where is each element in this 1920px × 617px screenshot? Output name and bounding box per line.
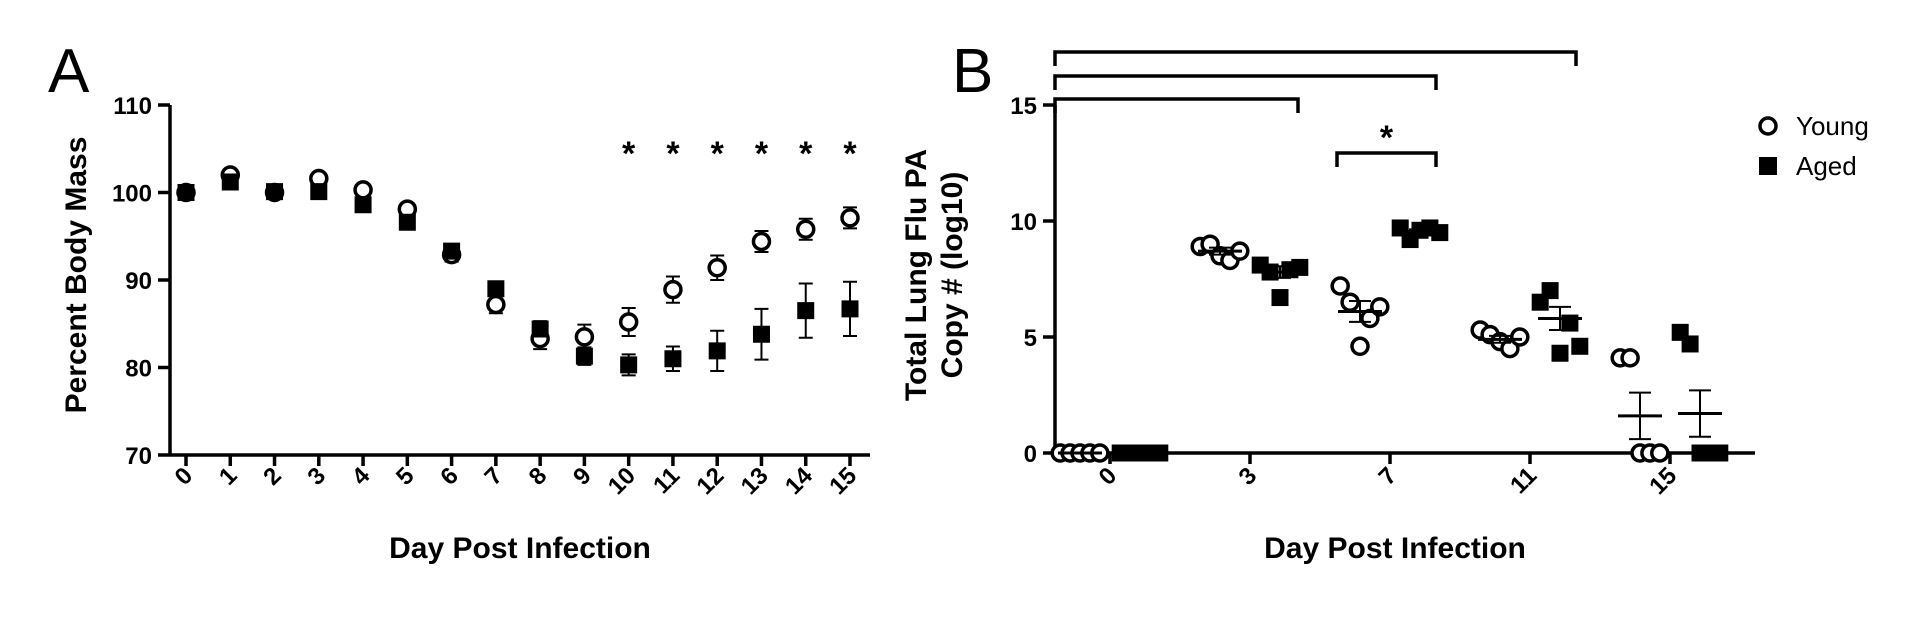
panel-a-aged-point xyxy=(752,325,770,343)
panel-a-aged-point xyxy=(708,342,726,360)
panel-a-x-tick-label: 11 xyxy=(648,462,685,499)
panel-a-aged-point xyxy=(531,320,549,338)
panel-a-y-axis-title: Percent Body Mass xyxy=(60,137,93,414)
panel-a-young-point xyxy=(751,231,772,252)
panel-b-x-tick-label: 0 xyxy=(1094,462,1123,491)
panel-b-aged-point xyxy=(1711,444,1729,462)
panel-a-aged-point xyxy=(797,302,815,320)
panel-a-x-tick-label: 6 xyxy=(435,462,464,491)
panel-b-aged-point xyxy=(1541,282,1559,300)
panel-a-aged-point xyxy=(575,347,593,365)
panel-b: B Day Post Infection Total Lung Flu PA C… xyxy=(900,37,1869,565)
panel-b-x-tick-label: 7 xyxy=(1374,462,1403,491)
panel-a-aged-point xyxy=(310,183,328,201)
panel-a-young-point xyxy=(663,279,683,300)
panel-a-significance-star: * xyxy=(622,135,636,173)
panel-b-label: B xyxy=(952,37,993,106)
panel-b-aged-point xyxy=(1681,335,1699,353)
panel-b-y-tick-label: 15 xyxy=(1010,93,1037,120)
panel-a-aged-point xyxy=(620,356,638,374)
panel-a-label: A xyxy=(48,37,90,106)
panel-a-x-tick-label: 10 xyxy=(603,462,641,500)
panel-b-comparison-bracket xyxy=(1053,74,1438,90)
panel-b-comparison-bracket xyxy=(1053,50,1578,66)
panel-a-x-tick-label: 5 xyxy=(391,462,420,491)
panel-b-y-axis-title-line-1: Total Lung Flu PA xyxy=(900,149,933,401)
panel-a-y-tick-label: 90 xyxy=(125,268,152,295)
panel-a-significance-star: * xyxy=(666,135,680,173)
panel-a-x-tick-label: 1 xyxy=(214,462,243,491)
panel-b-plot: 0 5 10 15 0 3 7 11 15 * xyxy=(1010,50,1755,500)
panel-a-x-axis-title: Day Post Infection xyxy=(389,532,651,565)
legend-aged-marker xyxy=(1759,157,1777,175)
panel-a-x-tick-label: 12 xyxy=(691,462,729,500)
panel-b-young-point xyxy=(1330,276,1350,296)
panel-a: A Day Post Infection Percent Body Mass 7… xyxy=(48,37,870,565)
panel-a-x-tick-label: 7 xyxy=(480,462,509,491)
panel-a-x-tick-label: 4 xyxy=(347,462,376,491)
panel-a-significance-star: * xyxy=(711,135,725,173)
panel-a-aged-point xyxy=(443,242,461,260)
panel-a-x-tick-label: 14 xyxy=(780,462,818,500)
panel-a-young-point xyxy=(840,208,860,228)
panel-b-young-point xyxy=(1340,292,1360,312)
panel-a-aged-point xyxy=(664,350,682,368)
panel-b-bracket-star: * xyxy=(1380,119,1394,157)
panel-b-x-tick-label: 15 xyxy=(1644,462,1682,500)
panel-b-x-tick-label: 11 xyxy=(1505,462,1542,499)
panel-b-legend: Young Aged xyxy=(1758,111,1869,181)
panel-b-young-point xyxy=(1620,348,1640,368)
panel-a-y-tick-label: 110 xyxy=(113,93,152,120)
panel-b-aged-point xyxy=(1271,289,1289,307)
panel-a-young-point xyxy=(486,294,506,315)
panel-a-aged-point xyxy=(398,213,416,231)
panel-a-young-point xyxy=(353,180,373,200)
panel-a-young-point xyxy=(618,312,639,332)
legend-young-label: Young xyxy=(1796,111,1869,141)
panel-a-x-tick-label: 13 xyxy=(736,462,774,500)
panel-b-young-point xyxy=(1510,327,1530,347)
panel-a-significance-star: * xyxy=(755,135,769,173)
panel-a-x-tick-label: 2 xyxy=(258,462,287,491)
panel-b-y-tick-label: 10 xyxy=(1010,209,1037,236)
panel-b-y-tick-label: 0 xyxy=(1024,441,1037,468)
panel-a-young-point xyxy=(707,258,727,278)
panel-a-y-tick-label: 70 xyxy=(125,443,152,470)
panel-a-aged-point xyxy=(266,183,284,201)
panel-a-x-tick-label: 3 xyxy=(303,462,332,491)
panel-b-y-axis-title-line-2: Copy # (log10) xyxy=(936,172,969,379)
panel-b-comparison-bracket xyxy=(1335,151,1438,167)
panel-a-y-tick-label: 80 xyxy=(125,356,152,383)
panel-b-y-tick-label: 5 xyxy=(1024,325,1037,352)
panel-a-aged-point xyxy=(221,173,239,191)
panel-a-x-tick-label: 9 xyxy=(568,462,597,491)
panel-a-aged-point xyxy=(354,196,372,214)
panel-a-significance-star: * xyxy=(843,135,857,173)
panel-a-x-tick-label: 0 xyxy=(170,462,199,491)
panel-b-x-tick-label: 3 xyxy=(1234,462,1263,491)
panel-a-aged-point xyxy=(487,280,505,298)
panel-b-x-axis-title: Day Post Infection xyxy=(1264,532,1526,565)
panel-a-y-tick-label: 100 xyxy=(112,181,152,208)
panel-a-significance-star: * xyxy=(799,135,813,173)
panel-a-young-point xyxy=(795,219,816,239)
panel-b-aged-point xyxy=(1551,344,1569,362)
panel-b-young-point xyxy=(1650,443,1670,463)
panel-a-aged-point xyxy=(841,300,859,318)
panel-b-comparison-bracket xyxy=(1053,97,1300,113)
legend-aged-label: Aged xyxy=(1796,151,1857,181)
panel-a-young-point xyxy=(574,327,595,347)
panel-a-x-tick-label: 8 xyxy=(524,462,553,491)
legend-young-marker xyxy=(1758,116,1778,136)
panel-a-x-tick-label: 15 xyxy=(824,462,862,500)
panel-a-aged-point xyxy=(177,184,195,201)
panel-b-young-point xyxy=(1350,336,1370,357)
panel-b-aged-point xyxy=(1571,337,1589,355)
